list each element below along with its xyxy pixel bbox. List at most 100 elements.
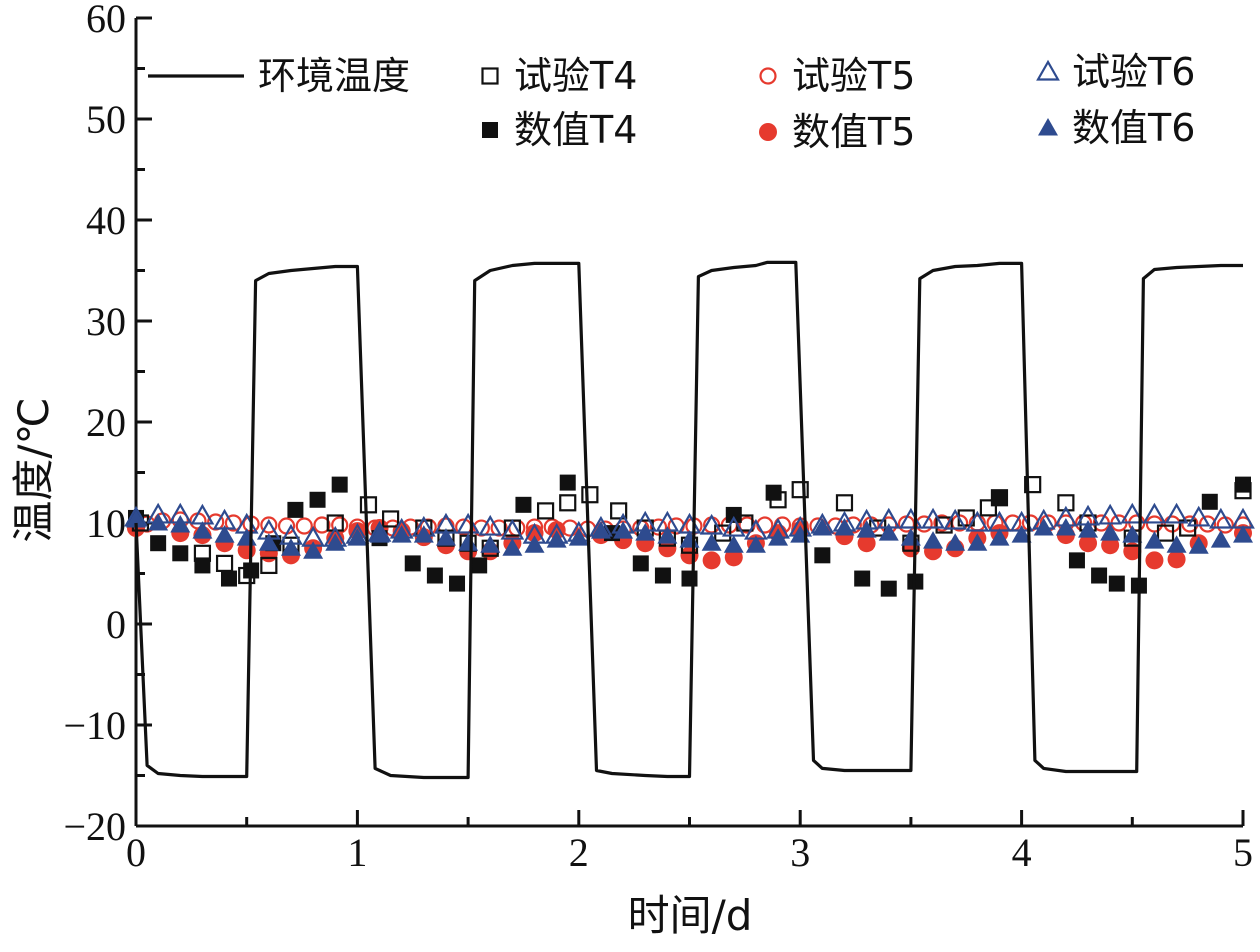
legend-swatch [1036,59,1060,81]
y-tick-label: 60 [86,0,126,41]
data-point [723,535,744,553]
data-point [458,533,479,551]
data-point [791,481,809,499]
data-point [326,514,344,532]
series-layer [124,260,1255,780]
data-point [369,525,390,543]
data-point [1156,524,1175,542]
data-point [1166,535,1187,553]
series-环境温度 [134,260,1243,780]
data-point [1055,518,1076,536]
data-point [835,494,854,512]
legend-swatch [759,123,777,141]
data-point [1181,515,1199,533]
data-point [725,506,742,523]
data-point [1188,536,1209,554]
data-point [1198,515,1217,533]
data-point [857,534,876,553]
y-tick-label: 20 [86,400,126,445]
legend-swatch [481,67,499,85]
data-point [280,538,301,556]
data-point [745,535,766,553]
legend-label: 数值T6 [1072,106,1195,150]
x-tick-label: 4 [1012,830,1032,875]
x-tick-label: 1 [347,830,367,875]
y-axis-title: 温度/℃ [9,397,58,542]
data-point [880,580,897,597]
data-point [480,535,501,553]
data-point [1167,550,1186,569]
data-point [404,555,421,572]
legend-label: 数值T4 [514,108,637,152]
y-tick-label: 0 [106,602,126,647]
data-point [525,524,544,543]
data-point [724,548,743,567]
x-tick-label: 3 [790,830,810,875]
data-point [1101,536,1120,555]
data-point [1123,542,1142,561]
data-point [313,516,331,534]
data-point [413,525,434,543]
data-point [834,518,855,536]
data-point [192,521,213,539]
y-tick-label: 50 [86,97,126,142]
data-point [1057,494,1075,512]
data-point [1145,551,1164,570]
data-point [943,508,968,530]
data-point [812,518,833,536]
data-point [1201,493,1218,510]
x-tick-label: 2 [569,830,589,875]
data-point [935,516,953,534]
ambient-temperature-line [134,260,1243,780]
data-point [150,535,167,552]
data-point [649,518,668,536]
data-point [546,530,567,548]
legend-swatch [482,122,498,138]
data-point [878,523,899,541]
data-point [194,557,211,574]
data-point [391,525,412,543]
x-axis-title: 时间/d [628,891,753,940]
data-point [215,554,234,573]
data-point [382,510,400,528]
data-point [1233,525,1253,543]
legend-swatch [759,67,777,85]
legend-item: 数值T4 [482,108,637,152]
axes: −20 −10 0 10 20 30 40 50 60 0 1 2 3 4 5 [63,0,1253,875]
data-point [559,494,577,512]
data-point [331,476,348,493]
data-point [426,567,443,584]
data-point [449,575,466,592]
data-point [768,528,789,546]
data-point [1142,502,1167,524]
data-point [1186,505,1211,527]
legend-label: 环境温度 [258,54,410,98]
data-point [1120,502,1145,524]
data-point [1091,567,1108,584]
data-point [1078,520,1099,538]
data-point [1122,525,1143,543]
data-point [1100,523,1121,541]
data-point [965,510,990,532]
data-point [303,541,324,559]
x-tick-label: 5 [1233,830,1253,875]
data-point [287,501,304,518]
y-tick-label: −10 [63,703,126,748]
data-point [702,551,721,570]
data-point [681,570,698,587]
series-数值T6 [126,509,1253,559]
data-point [814,547,831,564]
data-point [590,521,611,539]
data-point [524,535,545,553]
data-point [1108,575,1125,592]
data-point [654,567,671,584]
legend-swatch [1038,118,1058,136]
data-point [1144,531,1165,549]
data-point [359,496,378,514]
data-point [260,556,278,575]
data-point [568,528,589,546]
legend: 环境温度 试验T4 试验T5 试验T6 数值T4 数值T5 数值T6 [148,50,1195,154]
data-point [581,486,599,504]
data-point [1210,530,1231,548]
